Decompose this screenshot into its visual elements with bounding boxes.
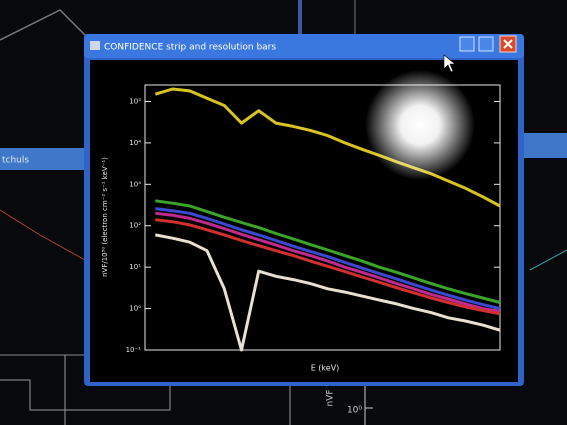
data-line [155,199,501,304]
bg-line [0,209,86,261]
title-bar [84,34,524,58]
minimize-button[interactable] [459,36,475,52]
y-tick-label: 10¹ [129,263,141,271]
data-line [155,207,501,311]
y-tick-label: 10² [129,222,141,230]
y-axis-label: nVF/10⁵⁰ (electron cm⁻² s⁻¹ keV⁻¹) [101,157,109,277]
y-tick-label: 10⁵ [129,97,141,105]
y-tick-label: 10³ [129,180,141,188]
screen-glare [365,70,475,180]
y-tick-label: 10⁻¹ [126,346,142,354]
data-line [155,233,501,352]
bg-tab-label: tchuls [2,156,29,166]
plot-frame [144,84,501,351]
bg-window-bar [0,148,90,170]
chart: E (keV) nVF/10⁵⁰ (electron cm⁻² s⁻¹ keV⁻… [101,84,501,373]
close-icon [503,39,513,49]
bg-line [529,249,567,271]
data-line [154,87,501,208]
y-tick-label: 10⁴ [129,139,141,147]
window-title: CONFIDENCE strip and resolution bars [104,43,276,53]
bg-line [0,9,91,41]
data-line [155,211,501,313]
x-axis-label: E (keV) [311,364,340,373]
y-tick-label: 10⁰ [129,305,141,313]
bg-window-bar [520,133,567,158]
data-line [155,218,501,316]
bg-axis-label: nVF [326,389,336,406]
bg-tick-label: 10⁰ [347,406,362,416]
window-icon [90,41,100,50]
mouse-cursor [443,54,456,73]
maximize-button[interactable] [478,36,494,52]
